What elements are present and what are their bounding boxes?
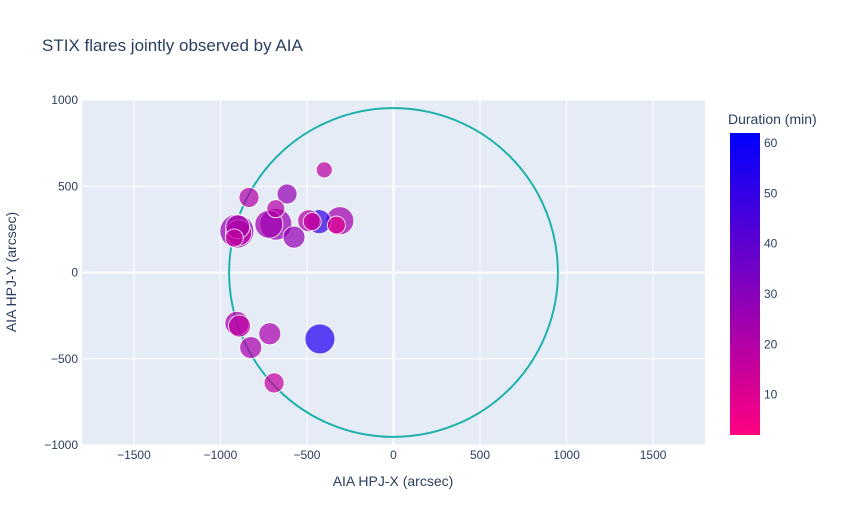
flare-point[interactable] (315, 161, 333, 179)
x-tick-label: 1000 (553, 448, 580, 462)
flare-point[interactable] (302, 212, 322, 232)
flare-point[interactable] (238, 187, 260, 208)
colorbar-tick-label: 20 (764, 337, 778, 351)
x-tick-label: 500 (470, 448, 490, 462)
x-tick-label: −1500 (117, 448, 151, 462)
x-axis-title: AIA HPJ-X (arcsec) (333, 473, 454, 489)
chart-title: STIX flares jointly observed by AIA (42, 36, 303, 55)
flare-point[interactable] (282, 225, 306, 249)
flare-point[interactable] (224, 228, 244, 248)
y-tick-label: 0 (71, 266, 78, 280)
flare-point[interactable] (326, 215, 346, 235)
flare-point[interactable] (266, 199, 286, 219)
flare-point[interactable] (228, 314, 251, 338)
colorbar-tick-label: 50 (764, 186, 778, 200)
colorbar-tick-label: 40 (764, 237, 778, 251)
x-tick-label: 0 (390, 448, 397, 462)
colorbar-tick-label: 30 (764, 287, 778, 301)
grid-lines (82, 99, 705, 446)
y-tick-label: −1000 (44, 438, 78, 452)
flare-point[interactable] (276, 183, 298, 205)
flare-point[interactable] (263, 372, 285, 394)
solar-limb-circle (228, 107, 559, 438)
x-tick-label: −1000 (204, 448, 238, 462)
y-tick-label: 500 (58, 179, 78, 193)
flare-point[interactable] (258, 322, 282, 346)
flare-point[interactable] (239, 336, 263, 359)
colorbar-title: Duration (min) (728, 111, 817, 127)
y-tick-label: −500 (51, 352, 78, 366)
y-axis-title: AIA HPJ-Y (arcsec) (3, 212, 19, 332)
y-tick-label: 1000 (51, 93, 78, 107)
colorbar-tick-label: 60 (764, 136, 778, 150)
colorbar (730, 133, 760, 435)
flare-point[interactable] (304, 323, 336, 355)
data-points (219, 161, 355, 394)
tick-labels: −1500 −1000 −500 0 500 1000 1500 −1000 −500 0 500 1… (44, 93, 666, 462)
x-tick-label: 1500 (640, 448, 667, 462)
x-tick-label: −500 (293, 448, 320, 462)
colorbar-tick-label: 10 (764, 388, 778, 402)
colorbar-ticks: 10 20 30 40 50 60 (764, 136, 778, 402)
